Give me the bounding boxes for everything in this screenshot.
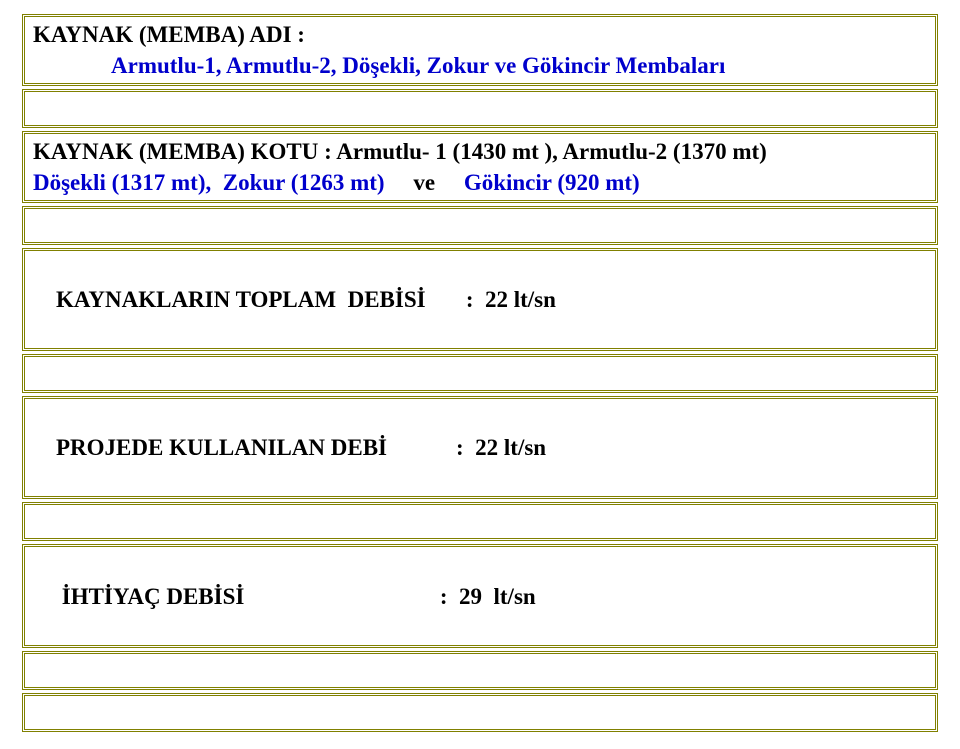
row-proje-debi: PROJEDE KULLANILAN DEBİ : 22 lt/sn	[22, 396, 938, 499]
label-ihtiyac-debisi: İHTİYAÇ DEBİSİ	[56, 584, 244, 609]
row-kaynak-adi: KAYNAK (MEMBA) ADI : Armutlu-1, Armutlu-…	[22, 14, 938, 86]
label-toplam-debisi: KAYNAKLARIN TOPLAM DEBİSİ	[56, 287, 426, 312]
value-kaynak-adi: Armutlu-1, Armutlu-2, Döşekli, Zokur ve …	[33, 50, 927, 81]
value-proje-debi: : 22 lt/sn	[456, 435, 546, 460]
gap-proje	[387, 435, 456, 460]
value-toplam-debisi: : 22 lt/sn	[466, 287, 556, 312]
value-kaynak-kotu-line2: Döşekli (1317 mt), Zokur (1263 mt) ve Gö…	[33, 170, 640, 195]
label-proje-debi: PROJEDE KULLANILAN DEBİ	[56, 435, 387, 460]
gap-toplam	[426, 287, 466, 312]
label-kaynak-kotu: KAYNAK (MEMBA) KOTU : Armutlu- 1 (1430 m…	[33, 139, 778, 164]
row-toplam-debisi: KAYNAKLARIN TOPLAM DEBİSİ : 22 lt/sn	[22, 248, 938, 351]
value-ihtiyac-debisi: : 29 lt/sn	[440, 584, 536, 609]
spacer-2	[22, 206, 938, 245]
spacer-5	[22, 651, 938, 690]
spacer-6	[22, 693, 938, 732]
spacer-1	[22, 89, 938, 128]
row-kaynak-kotu: KAYNAK (MEMBA) KOTU : Armutlu- 1 (1430 m…	[22, 131, 938, 203]
spacer-3	[22, 354, 938, 393]
page: KAYNAK (MEMBA) ADI : Armutlu-1, Armutlu-…	[0, 0, 960, 749]
gap-ihtiyac	[244, 584, 440, 609]
label-kaynak-adi: KAYNAK (MEMBA) ADI :	[33, 22, 305, 47]
row-ihtiyac-debisi: İHTİYAÇ DEBİSİ : 29 lt/sn	[22, 544, 938, 647]
spacer-4	[22, 502, 938, 541]
